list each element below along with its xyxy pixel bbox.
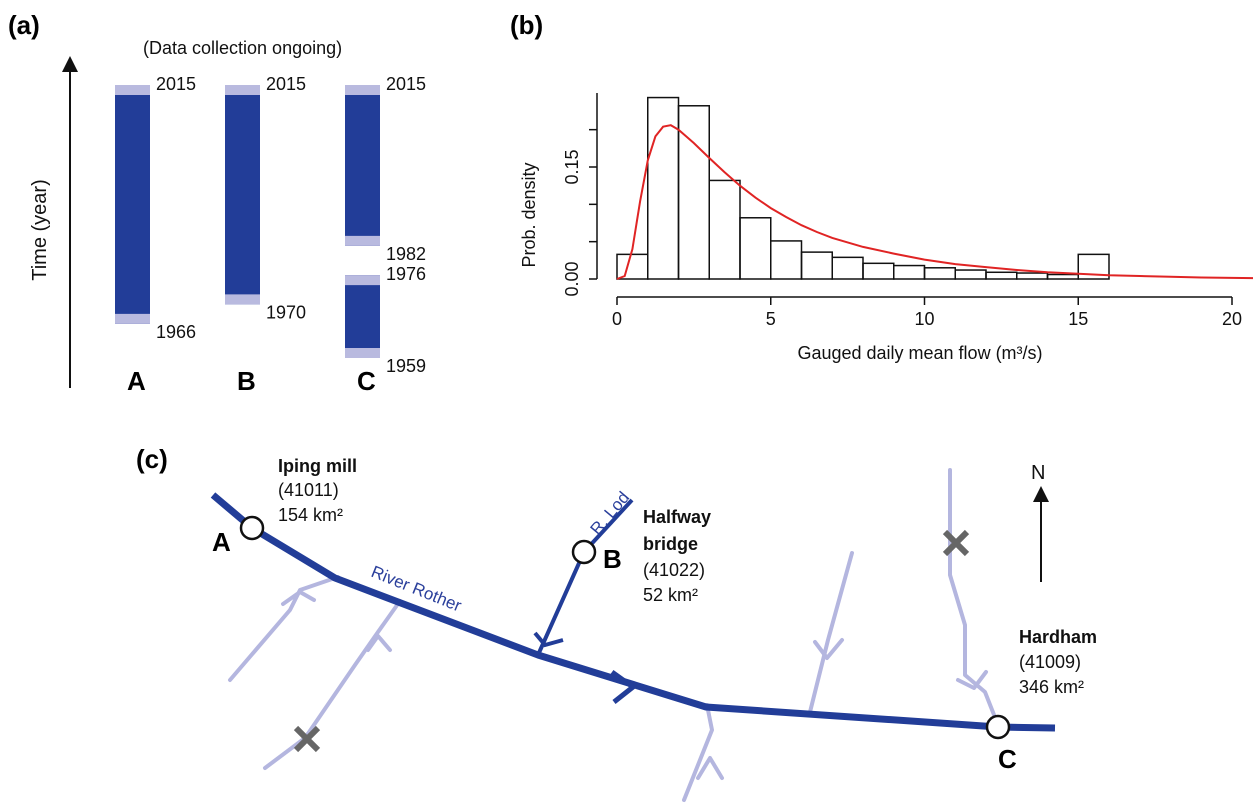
histogram-bars	[616, 96, 1110, 280]
panel-a: (a) (Data collection ongoing) Time (year…	[8, 10, 426, 396]
site-a-id: (41011)	[278, 480, 339, 500]
site-a-record-label: A	[127, 366, 146, 396]
x-axis-label: Gauged daily mean flow (m³/s)	[797, 343, 1042, 363]
record-end-year: 2015	[386, 74, 426, 94]
histogram-bar	[800, 251, 833, 280]
histogram-bar	[862, 262, 895, 280]
north-label: N	[1031, 462, 1045, 484]
gauge-station-b-marker	[571, 539, 597, 565]
y-tick-label: 0.15	[562, 149, 582, 184]
site-a-area: 154 km²	[278, 505, 343, 525]
site-c-record-label: C	[357, 366, 376, 396]
site-c-id: (41009)	[1019, 652, 1081, 672]
record-end-cap	[225, 85, 260, 95]
site-b-name-line2: bridge	[643, 534, 698, 554]
record-bar	[345, 275, 380, 358]
histogram-bar	[616, 253, 649, 280]
r-lod-line	[536, 498, 634, 656]
record-start-year: 1966	[156, 322, 196, 342]
panel-a-label: (a)	[8, 10, 40, 40]
site-c-letter: C	[998, 744, 1017, 774]
r-lod-label: R. Lod	[587, 488, 634, 539]
flow-arrow-icon	[533, 631, 564, 648]
site-b-record-label: B	[237, 366, 256, 396]
site-b-id: (41022)	[643, 560, 705, 580]
x-tick-label: 10	[914, 309, 934, 329]
flow-arrow-icon	[696, 756, 724, 780]
record-bar	[115, 85, 150, 324]
histogram-bar	[1016, 272, 1049, 280]
dam-markers	[293, 529, 970, 753]
histogram-bar	[954, 269, 987, 280]
record-end-year: 2015	[266, 74, 306, 94]
record-end-cap	[345, 85, 380, 95]
record-start-year: 1959	[386, 356, 426, 376]
tributary-stream	[263, 599, 402, 770]
tributary-stream	[682, 703, 714, 802]
record-end-cap	[115, 85, 150, 95]
record-start-cap	[115, 313, 150, 324]
y-tick-label: 0.00	[562, 261, 582, 296]
histogram-bar	[677, 105, 710, 280]
record-end-year: 1976	[386, 264, 426, 284]
site-b-name-line1: Halfway	[643, 507, 711, 527]
x-tick-label: 5	[766, 309, 776, 329]
site-b-area: 52 km²	[643, 585, 698, 605]
dam-cross-icon	[293, 725, 321, 753]
record-bar	[225, 85, 260, 305]
histogram-bar	[708, 179, 741, 280]
panel-b-label: (b)	[510, 10, 543, 40]
histogram-bar	[647, 96, 680, 280]
flow-arrow-icon	[281, 590, 316, 606]
site-c-name: Hardham	[1019, 627, 1097, 647]
flow-arrow-icon	[956, 670, 988, 690]
tributary-stream	[948, 468, 1000, 727]
record-start-year: 1982	[386, 244, 426, 264]
histogram-bar	[831, 256, 864, 280]
flow-arrow-icon	[610, 669, 638, 704]
y-axis: 0.00 0.15	[562, 93, 598, 297]
record-bar	[345, 85, 380, 246]
gauge-station-c-marker	[985, 714, 1011, 740]
x-tick-label: 0	[612, 309, 622, 329]
dam-cross-icon	[942, 529, 970, 557]
record-end-year: 2015	[156, 74, 196, 94]
site-c-area: 346 km²	[1019, 677, 1084, 697]
river-rother-line	[210, 492, 1056, 732]
panel-b: (b) 0 5 10 15 20 0.00 0.15 Gauged daily mean …	[510, 10, 1253, 363]
histogram-bar	[1077, 253, 1110, 280]
histogram-bar	[770, 240, 803, 280]
tributary-streams	[228, 468, 1000, 802]
histogram-bar	[893, 264, 926, 280]
site-a-letter: A	[212, 527, 231, 557]
site-a-name: Iping mill	[278, 456, 357, 476]
fitted-density-curve	[616, 124, 1253, 280]
flow-arrow-icon	[813, 638, 844, 660]
record-start-cap	[345, 235, 380, 246]
histogram-bar	[1046, 273, 1079, 280]
record-start-year: 1970	[266, 302, 306, 322]
record-start-cap	[345, 348, 380, 358]
histogram-bar	[739, 217, 772, 280]
record-end-cap	[345, 275, 380, 286]
histogram-bar	[923, 267, 956, 280]
x-tick-label: 15	[1068, 309, 1088, 329]
gauge-station-a-marker	[239, 515, 265, 541]
time-axis-label: Time (year)	[29, 179, 51, 280]
flow-arrow-icon	[366, 634, 392, 652]
record-start-cap	[225, 294, 260, 305]
panel-c-map: (c) A B C	[136, 444, 1097, 802]
site-b-letter: B	[603, 544, 622, 574]
x-tick-label: 20	[1222, 309, 1242, 329]
y-axis-label: Prob. density	[519, 162, 539, 267]
histogram-bar	[985, 271, 1018, 280]
data-collection-note: (Data collection ongoing)	[143, 38, 342, 58]
tributary-stream	[228, 575, 340, 682]
x-axis: 0 5 10 15 20	[612, 296, 1242, 329]
panel-c-label: (c)	[136, 444, 168, 474]
tributary-stream	[808, 551, 854, 714]
